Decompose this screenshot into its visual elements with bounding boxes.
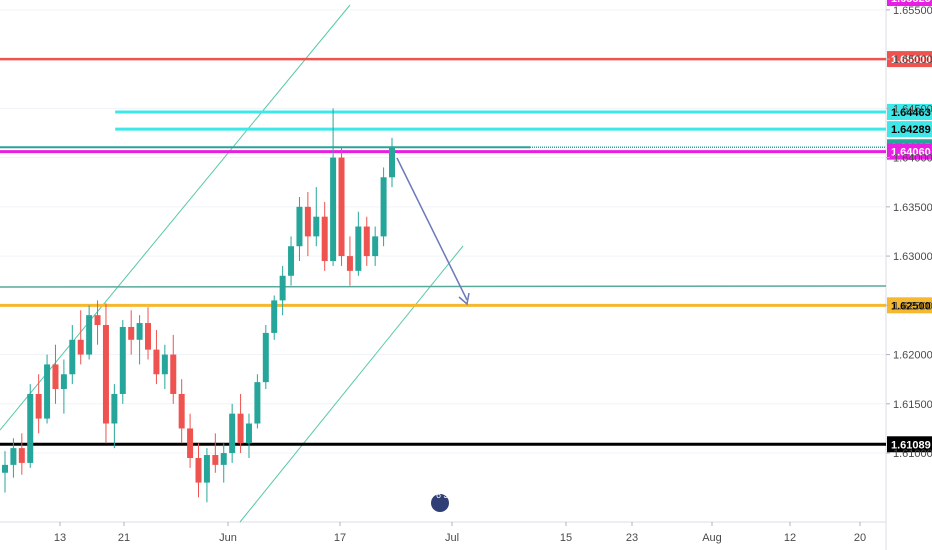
price-level-badge[interactable]	[887, 121, 932, 138]
candle-body	[389, 147, 395, 178]
time-tick-label: 21	[118, 532, 130, 544]
price-tick-label: 1.63000	[893, 251, 932, 263]
price-level-badge[interactable]	[887, 0, 932, 7]
candle-body	[27, 393, 34, 463]
candle-body	[102, 325, 109, 424]
price-level-badge[interactable]	[887, 51, 932, 68]
price-level-badge[interactable]	[887, 297, 932, 314]
time-tick-label: 12	[784, 532, 796, 544]
candle-body	[86, 315, 93, 355]
candle-body	[145, 323, 152, 350]
arrow-head	[458, 292, 470, 306]
logo-icon	[431, 494, 449, 512]
candle-body	[35, 393, 42, 419]
price-level-badge-label: 1.64289	[891, 124, 931, 136]
candle-body	[229, 413, 236, 454]
candle-body	[153, 349, 160, 375]
price-tick-label: 1.61000	[893, 448, 932, 460]
candle-body	[10, 448, 17, 465]
price-level-badge[interactable]	[887, 436, 932, 453]
candle-body	[220, 453, 227, 465]
candles	[2, 108, 395, 503]
price-level-badge-label: 1.61089	[891, 439, 931, 451]
price-level-badge-label: 1.62500	[891, 300, 931, 312]
support-line	[0, 285, 887, 288]
channel-upper-line	[0, 4, 351, 431]
candle-body	[279, 275, 286, 301]
candle-body	[296, 206, 303, 247]
candle-body	[380, 177, 387, 237]
time-tick-label: 23	[626, 532, 638, 544]
horizontal-levels: 1.658251.650001.644631.642891.641051.640…	[0, 0, 932, 453]
candle-body	[212, 455, 219, 465]
time-tick-label: Aug	[702, 532, 722, 544]
candle-body	[245, 423, 252, 444]
candle-body	[304, 206, 311, 237]
price-level-badge-label: 1.64463	[891, 107, 931, 119]
candle-body	[178, 393, 185, 429]
candle-body	[170, 354, 177, 394]
candle-body	[136, 323, 143, 340]
candle-body	[313, 216, 320, 237]
projection-arrow	[396, 157, 470, 306]
candle-body	[372, 236, 379, 257]
time-tick-label: 15	[560, 532, 572, 544]
broker-logo: 6 3	[431, 490, 449, 512]
time-tick-label: Jul	[445, 532, 459, 544]
candle-body	[44, 364, 51, 419]
arrow-line	[396, 157, 468, 301]
trend-channel	[0, 4, 887, 523]
grid	[0, 0, 887, 550]
candle-body	[254, 382, 261, 424]
candle-body	[363, 226, 370, 257]
logo-text: 6 3	[436, 490, 449, 500]
candle-body	[271, 300, 278, 333]
candle-body	[321, 216, 328, 261]
candle-body	[18, 448, 25, 463]
candle-body	[52, 364, 59, 390]
candle-body	[346, 256, 353, 271]
candle-body	[355, 226, 362, 271]
candle-body	[60, 374, 67, 390]
candle-body	[187, 428, 194, 458]
price-tick-label: 1.65000	[893, 54, 932, 66]
candle-body	[69, 339, 76, 375]
time-tick-label: 13	[54, 532, 66, 544]
price-level-badge-label: 1.64060	[891, 147, 931, 159]
candle-body	[119, 326, 126, 394]
price-tick-label: 1.62000	[893, 350, 932, 362]
time-tick-label: Jun	[219, 532, 237, 544]
price-axis[interactable]: 1.65500 1.65000 1.64500 1.64000 1.63500 1.630…	[886, 5, 932, 460]
time-axis[interactable]: 13 21 Jun 17 Jul 15 23 Aug 12 20	[54, 522, 866, 544]
candle-body	[94, 315, 101, 326]
price-tick-label: 1.64500	[893, 103, 932, 115]
channel-lower-line	[239, 245, 464, 523]
candle-body	[330, 157, 337, 261]
price-tick-label: 1.64000	[893, 153, 932, 165]
candle-body	[195, 457, 202, 483]
candle-body	[338, 157, 345, 257]
price-level-badge[interactable]	[887, 103, 932, 120]
price-tick-label: 1.61500	[893, 399, 932, 411]
candle-body	[2, 464, 8, 473]
candle-body	[161, 354, 168, 375]
price-tick-label: 1.65500	[893, 5, 932, 17]
time-tick-label: 20	[854, 532, 866, 544]
candle-body	[77, 339, 84, 355]
candle-body	[111, 393, 118, 424]
price-tick-label: 1.63500	[893, 202, 932, 214]
price-level-badge-label: 1.65000	[891, 54, 931, 66]
candle-body	[203, 455, 210, 483]
price-level-badge-label: 1.65825	[891, 0, 931, 5]
candle-body	[288, 246, 295, 276]
price-tick-label: 1.62500	[893, 300, 932, 312]
price-level-badge[interactable]	[887, 143, 932, 160]
candle-body	[237, 413, 244, 444]
time-tick-label: 17	[334, 532, 346, 544]
candle-body	[262, 332, 269, 383]
candle-body	[128, 326, 135, 340]
